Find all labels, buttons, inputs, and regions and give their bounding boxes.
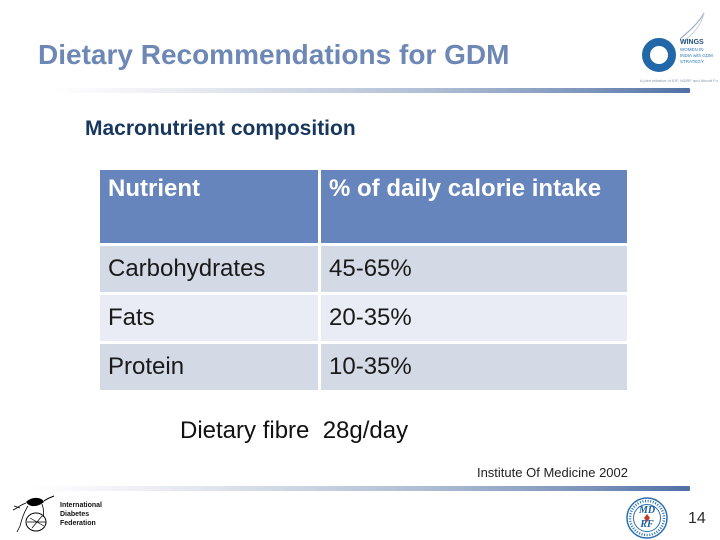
wings-logo: WINGS WOMEN IN INDIA with GDM STRATEGY A… [638,12,718,86]
table-row-carbohydrates-value: 45-65% [321,246,627,292]
swoosh-curve-icon [679,12,705,42]
idf-logo: International Diabetes Federation [8,492,148,538]
mdrf-letters-bottom: RF [639,519,654,530]
mdrf-logo: MD RF [624,496,670,540]
title-divider-line [55,88,690,93]
wings-tagline: A joint initiative of IDF, MDRF and Abbo… [640,78,718,83]
footer-divider-line [30,486,690,491]
macronutrient-table: Nutrient % of daily calorie intake Carbo… [100,170,627,390]
table-row-protein-value: 10-35% [321,344,627,390]
slide-title: Dietary Recommendations for GDM [38,39,510,70]
idf-line-3: Federation [60,519,96,527]
wings-name: WINGS [680,39,704,46]
mdrf-seal-icon: MD RF [626,497,668,539]
page-number: 14 [688,510,706,527]
table-row-fats-value: 20-35% [321,295,627,341]
table-row-fats-label: Fats [100,295,318,341]
table-row-carbohydrates-label: Carbohydrates [100,246,318,292]
dietary-fibre-note: Dietary fibre 28g/day [180,417,409,444]
wings-circle-icon [642,38,676,72]
idf-line-1: International [60,502,103,509]
mdrf-letters-top: MD [638,505,655,516]
hummingbird-icon [12,495,55,533]
table-header-intake: % of daily calorie intake [321,170,627,243]
section-heading: Macronutrient composition [85,117,356,140]
wings-line-3: STRATEGY [680,58,704,64]
source-citation: Institute Of Medicine 2002 [476,465,628,480]
idf-text-block: International Diabetes Federation [60,502,102,528]
table-header-nutrient: Nutrient [100,170,318,243]
wings-text-block: WINGS WOMEN IN INDIA with GDM STRATEGY [680,39,718,65]
wings-line-2: INDIA with GDM [680,52,713,58]
idf-line-2: Diabetes [60,510,90,518]
wings-line-1: WOMEN IN [680,46,704,52]
table-row-protein-label: Protein [100,344,318,390]
